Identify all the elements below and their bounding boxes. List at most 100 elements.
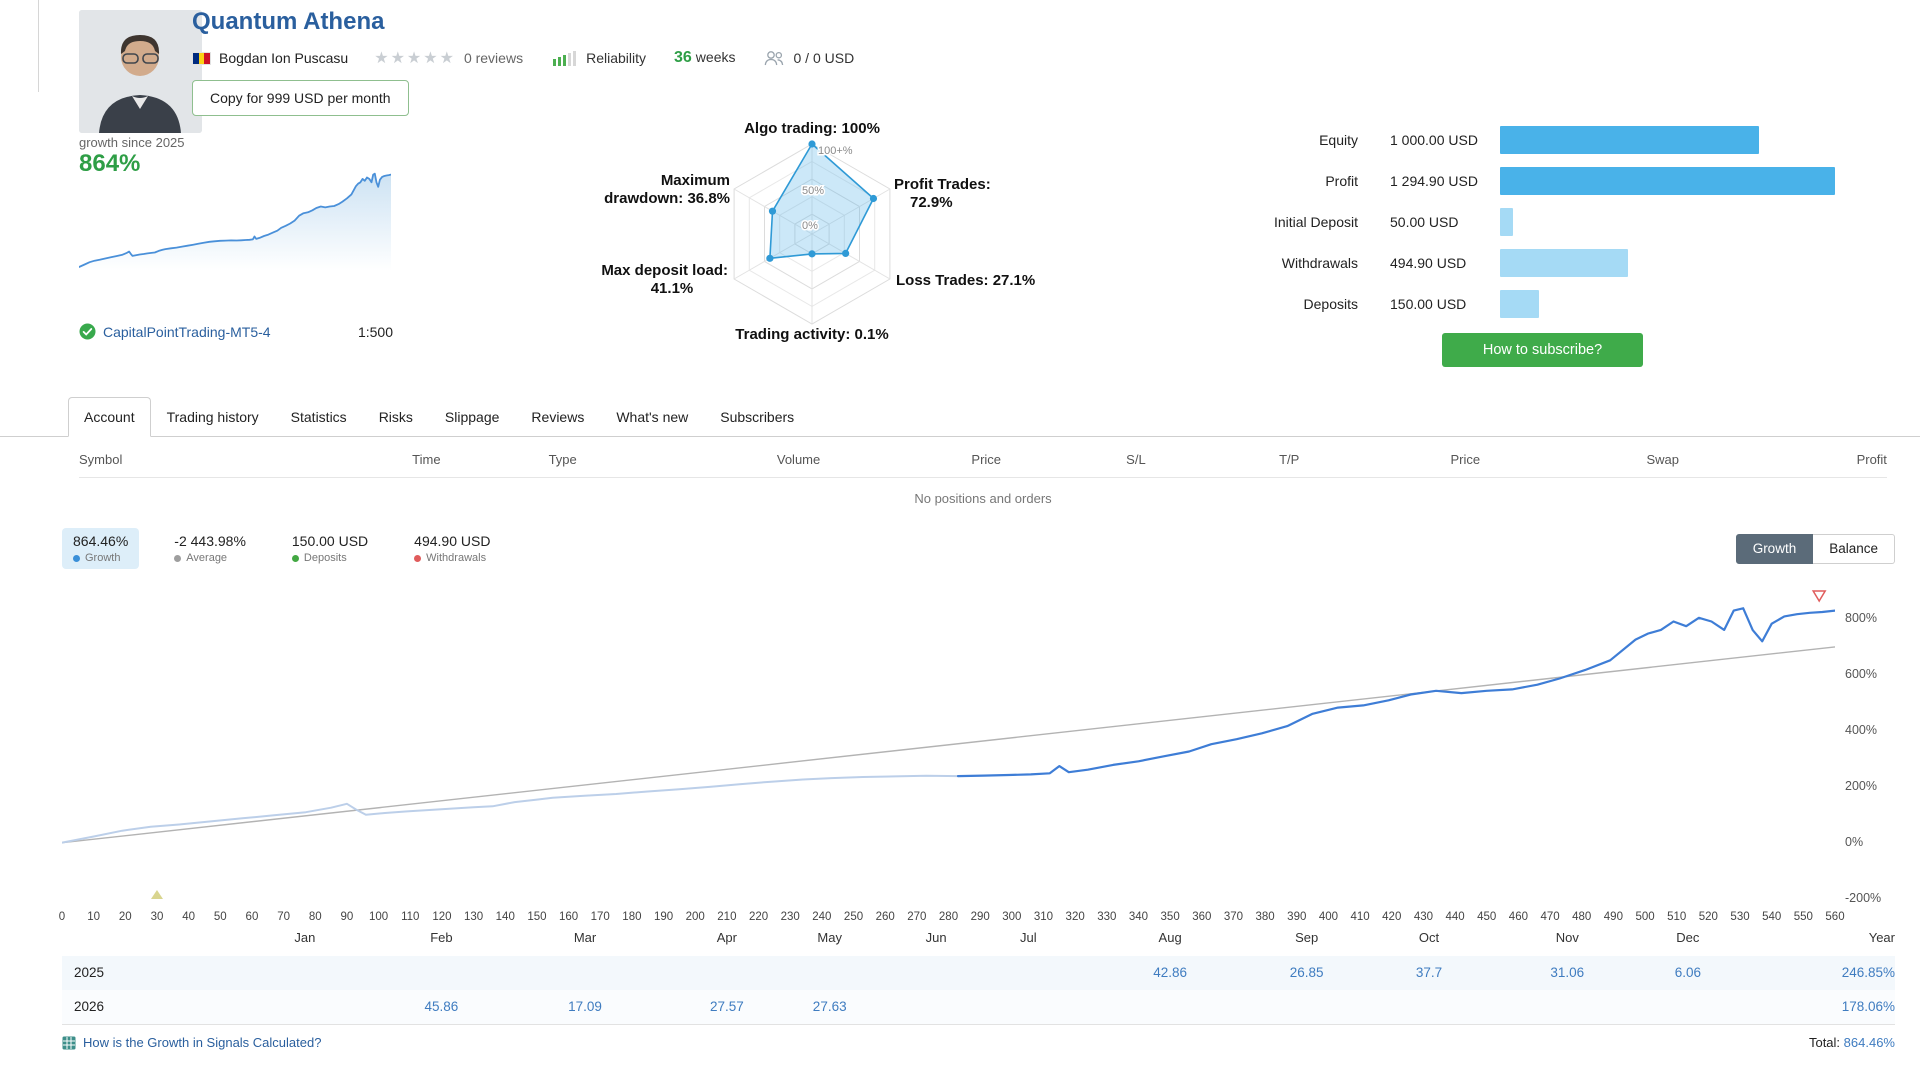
tab-statistics[interactable]: Statistics	[290, 409, 347, 425]
month-axis-label: Aug	[1158, 930, 1182, 945]
growth-dot-icon	[73, 554, 80, 562]
monthly-row-2025: 2025 246.85% 42.86 26.85 37.7 31.06 6.06	[62, 956, 1895, 990]
radar-axis-label: Max deposit load: 41.1%	[601, 262, 728, 297]
empty-positions-message: No positions and orders	[914, 491, 1052, 506]
growth-sparkline	[79, 172, 391, 271]
stat-row: Profit 1 294.90 USD	[1150, 160, 1850, 201]
tab-reviews[interactable]: Reviews	[531, 409, 585, 425]
month-axis-label: Jan	[294, 930, 316, 945]
x-axis-tick: 100	[369, 911, 389, 923]
y-axis-label: 0%	[1845, 834, 1864, 849]
signal-meta: Bogdan Ion Puscasu ★★★★★ 0 reviews Relia…	[192, 48, 854, 68]
table-icon	[62, 1036, 76, 1050]
x-axis-tick: 190	[653, 911, 674, 923]
monthly-value-2025-nov: 31.06	[1550, 965, 1585, 980]
growth-help-label: How is the Growth in Signals Calculated?	[83, 1035, 322, 1050]
romania-flag-icon	[192, 51, 211, 65]
growth-main-chart[interactable]	[62, 577, 1835, 907]
legend-average[interactable]: -2 443.98% Average	[163, 528, 257, 569]
months-row: Jan Feb Mar Apr May Jun Jul Aug Sep Oct Nov Dec Year	[62, 930, 1895, 950]
column-symbol: Symbol	[79, 452, 123, 467]
radar-axis-label: Algo trading: 100%	[744, 120, 880, 137]
x-axis-tick: 400	[1318, 911, 1339, 923]
column-price-open: Price	[971, 452, 1002, 467]
year-axis-label: Year	[1868, 930, 1895, 945]
x-axis-tick: 210	[717, 911, 737, 923]
server-link[interactable]: CapitalPointTrading-MT5-4	[103, 323, 271, 340]
chart-legend: 864.46% Growth -2 443.98% Average 150.00…	[62, 528, 1895, 569]
x-axis-tick: 150	[527, 911, 547, 923]
tab-subscribers[interactable]: Subscribers	[720, 409, 795, 425]
author-link[interactable]: Bogdan Ion Puscasu	[219, 50, 349, 66]
x-axis-tick: 430	[1413, 911, 1433, 923]
x-axis-tick: 450	[1477, 911, 1497, 923]
radar-ring-label: 0%	[802, 220, 818, 232]
rating-stars-icon: ★★★★★	[374, 50, 456, 67]
balance-mode-button[interactable]: Balance	[1813, 533, 1895, 564]
column-type: Type	[548, 452, 577, 467]
legend-growth[interactable]: 864.46% Growth	[62, 528, 140, 569]
x-axis-tick: 70	[277, 911, 291, 923]
stat-label: Profit	[1325, 172, 1358, 189]
copy-button[interactable]: Copy for 999 USD per month	[192, 80, 409, 116]
radar-axis-label: Trading activity: 0.1%	[735, 326, 888, 343]
legend-label: Average	[174, 552, 246, 564]
tab-slippage[interactable]: Slippage	[444, 409, 500, 425]
year-total: 178.06%	[1841, 999, 1895, 1014]
stat-label: Deposits	[1303, 295, 1358, 312]
x-axis-tick: 170	[590, 911, 610, 923]
x-axis-tick: 50	[213, 911, 227, 923]
x-axis-tick: 530	[1730, 911, 1750, 923]
avatar[interactable]	[79, 10, 202, 133]
avatar-photo-placeholder	[79, 10, 202, 133]
month-axis-label: Jun	[925, 930, 947, 945]
tab-account[interactable]: Account	[68, 397, 151, 437]
x-axis-tick: 30	[150, 911, 164, 923]
x-axis-tick: 420	[1382, 911, 1402, 923]
month-axis-label: Nov	[1555, 930, 1579, 945]
x-axis-tick: 140	[495, 911, 515, 923]
tab-risks[interactable]: Risks	[378, 409, 413, 425]
account-stats: Equity 1 000.00 USD Profit 1 294.90 USD …	[1150, 119, 1850, 389]
year-cell: 2025	[74, 965, 105, 980]
growth-help-link[interactable]: How is the Growth in Signals Calculated?	[62, 1035, 321, 1050]
subscribers-icon	[763, 50, 785, 66]
legend-value: -2 443.98%	[174, 533, 246, 549]
month-axis-label: Dec	[1676, 930, 1700, 945]
deposits-dot-icon	[291, 554, 299, 562]
tab-bar: Account Trading history Statistics Risks…	[0, 393, 1920, 437]
x-axis-tick: 60	[245, 911, 259, 923]
tab-whats-new[interactable]: What's new	[616, 409, 689, 425]
x-axis-tick: 360	[1192, 911, 1212, 923]
positions-table: Symbol Time Type Volume Price S/L T/P Pr…	[0, 437, 1920, 520]
page-footer: How is the Growth in Signals Calculated?…	[62, 1024, 1895, 1060]
weeks-value: 36	[674, 49, 692, 66]
x-axis-tick: 160	[558, 911, 579, 923]
current-value-marker-icon	[1811, 590, 1827, 603]
tab-trading-history[interactable]: Trading history	[166, 409, 259, 425]
x-axis-tick: 90	[340, 911, 354, 923]
growth-mode-button[interactable]: Growth	[1735, 533, 1814, 564]
y-axis-label: 200%	[1845, 778, 1877, 793]
stat-value: 1 000.00 USD	[1390, 131, 1478, 148]
year-total: 246.85%	[1841, 965, 1895, 980]
monthly-value-2026-apr: 27.63	[812, 999, 847, 1014]
stat-value: 50.00 USD	[1390, 213, 1459, 230]
x-axis-tick: 310	[1033, 911, 1054, 923]
subscribe-button[interactable]: How to subscribe?	[1442, 333, 1643, 367]
y-axis-label: 400%	[1845, 722, 1877, 737]
x-axis-tick: 370	[1223, 911, 1244, 923]
reviews-link[interactable]: 0 reviews	[463, 50, 524, 66]
stat-bar	[1500, 207, 1513, 236]
column-sl: S/L	[1126, 452, 1146, 467]
signal-title[interactable]: Quantum Athena	[192, 8, 385, 35]
legend-withdrawals[interactable]: 494.90 USD Withdrawals	[403, 528, 501, 569]
x-axis-tick: 330	[1097, 911, 1117, 923]
x-axis-tick: 180	[622, 911, 642, 923]
legend-deposits[interactable]: 150.00 USD Deposits	[281, 528, 379, 569]
stat-bar	[1500, 248, 1628, 277]
stat-label: Withdrawals	[1281, 254, 1358, 271]
column-volume: Volume	[776, 452, 821, 467]
x-axis-tick: 110	[401, 911, 420, 923]
stat-bar	[1500, 289, 1539, 318]
